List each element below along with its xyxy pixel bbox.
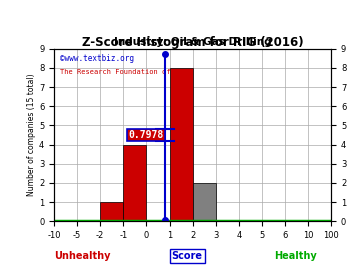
Y-axis label: Number of companies (15 total): Number of companies (15 total): [27, 74, 36, 196]
Text: Unhealthy: Unhealthy: [54, 251, 111, 261]
Text: Industry: Oil & Gas Drilling: Industry: Oil & Gas Drilling: [114, 37, 271, 47]
Text: Score: Score: [172, 251, 203, 261]
Text: Healthy: Healthy: [274, 251, 317, 261]
Text: 0.7978: 0.7978: [129, 130, 164, 140]
Bar: [193, 183, 216, 221]
Title: Z-Score Histogram for RIG (2016): Z-Score Histogram for RIG (2016): [82, 36, 303, 49]
Bar: [100, 202, 123, 221]
Bar: [170, 68, 193, 221]
Text: The Research Foundation of SUNY: The Research Foundation of SUNY: [59, 69, 191, 75]
Bar: [123, 145, 147, 221]
Text: ©www.textbiz.org: ©www.textbiz.org: [59, 54, 134, 63]
